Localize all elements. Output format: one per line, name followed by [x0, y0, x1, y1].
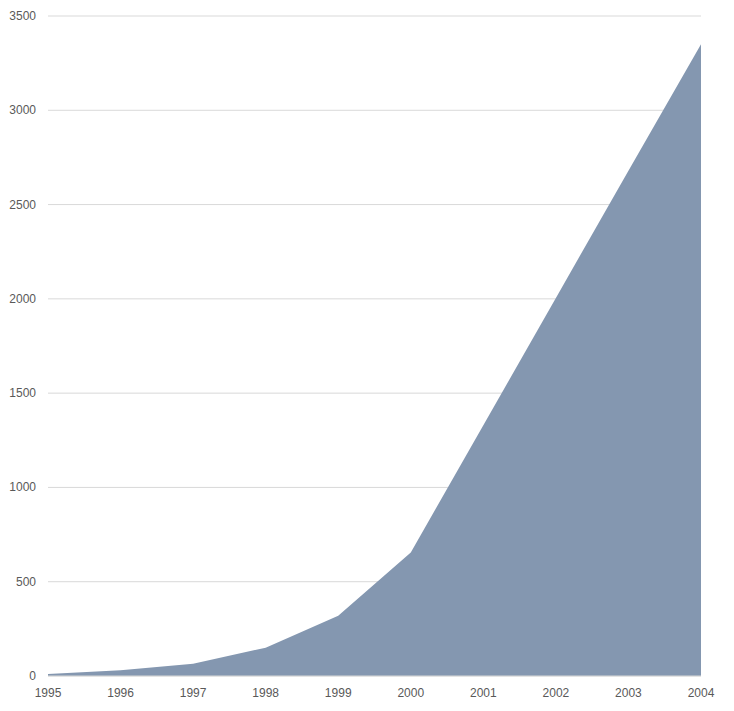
area [48, 44, 701, 676]
x-tick-label: 2004 [688, 686, 715, 700]
grid-line [48, 16, 701, 17]
grid-line [48, 110, 701, 111]
x-tick-label: 2003 [615, 686, 642, 700]
y-tick-label: 3000 [9, 103, 36, 117]
y-tick-label: 0 [29, 669, 36, 683]
y-tick-label: 500 [16, 575, 36, 589]
x-tick-label: 1995 [35, 686, 62, 700]
chart: 0 500 1000 1500 2000 2500 3000 3500 1995 1996 1997… [0, 0, 734, 711]
x-tick-label: 1999 [325, 686, 352, 700]
grid-line [48, 204, 701, 205]
y-tick-label: 1000 [9, 480, 36, 494]
x-tick-label: 1997 [180, 686, 207, 700]
y-tick-label: 2500 [9, 198, 36, 212]
x-tick-label: 1998 [252, 686, 279, 700]
y-tick-label: 3500 [9, 9, 36, 23]
y-tick-label: 2000 [9, 292, 36, 306]
x-tick-label: 2001 [470, 686, 497, 700]
x-tick-label: 2000 [397, 686, 424, 700]
x-axis [48, 676, 701, 677]
plot-area [48, 44, 701, 676]
x-tick-label: 2002 [543, 686, 570, 700]
y-tick-label: 1500 [9, 386, 36, 400]
grid-line [48, 676, 701, 677]
x-tick-label: 1996 [107, 686, 134, 700]
